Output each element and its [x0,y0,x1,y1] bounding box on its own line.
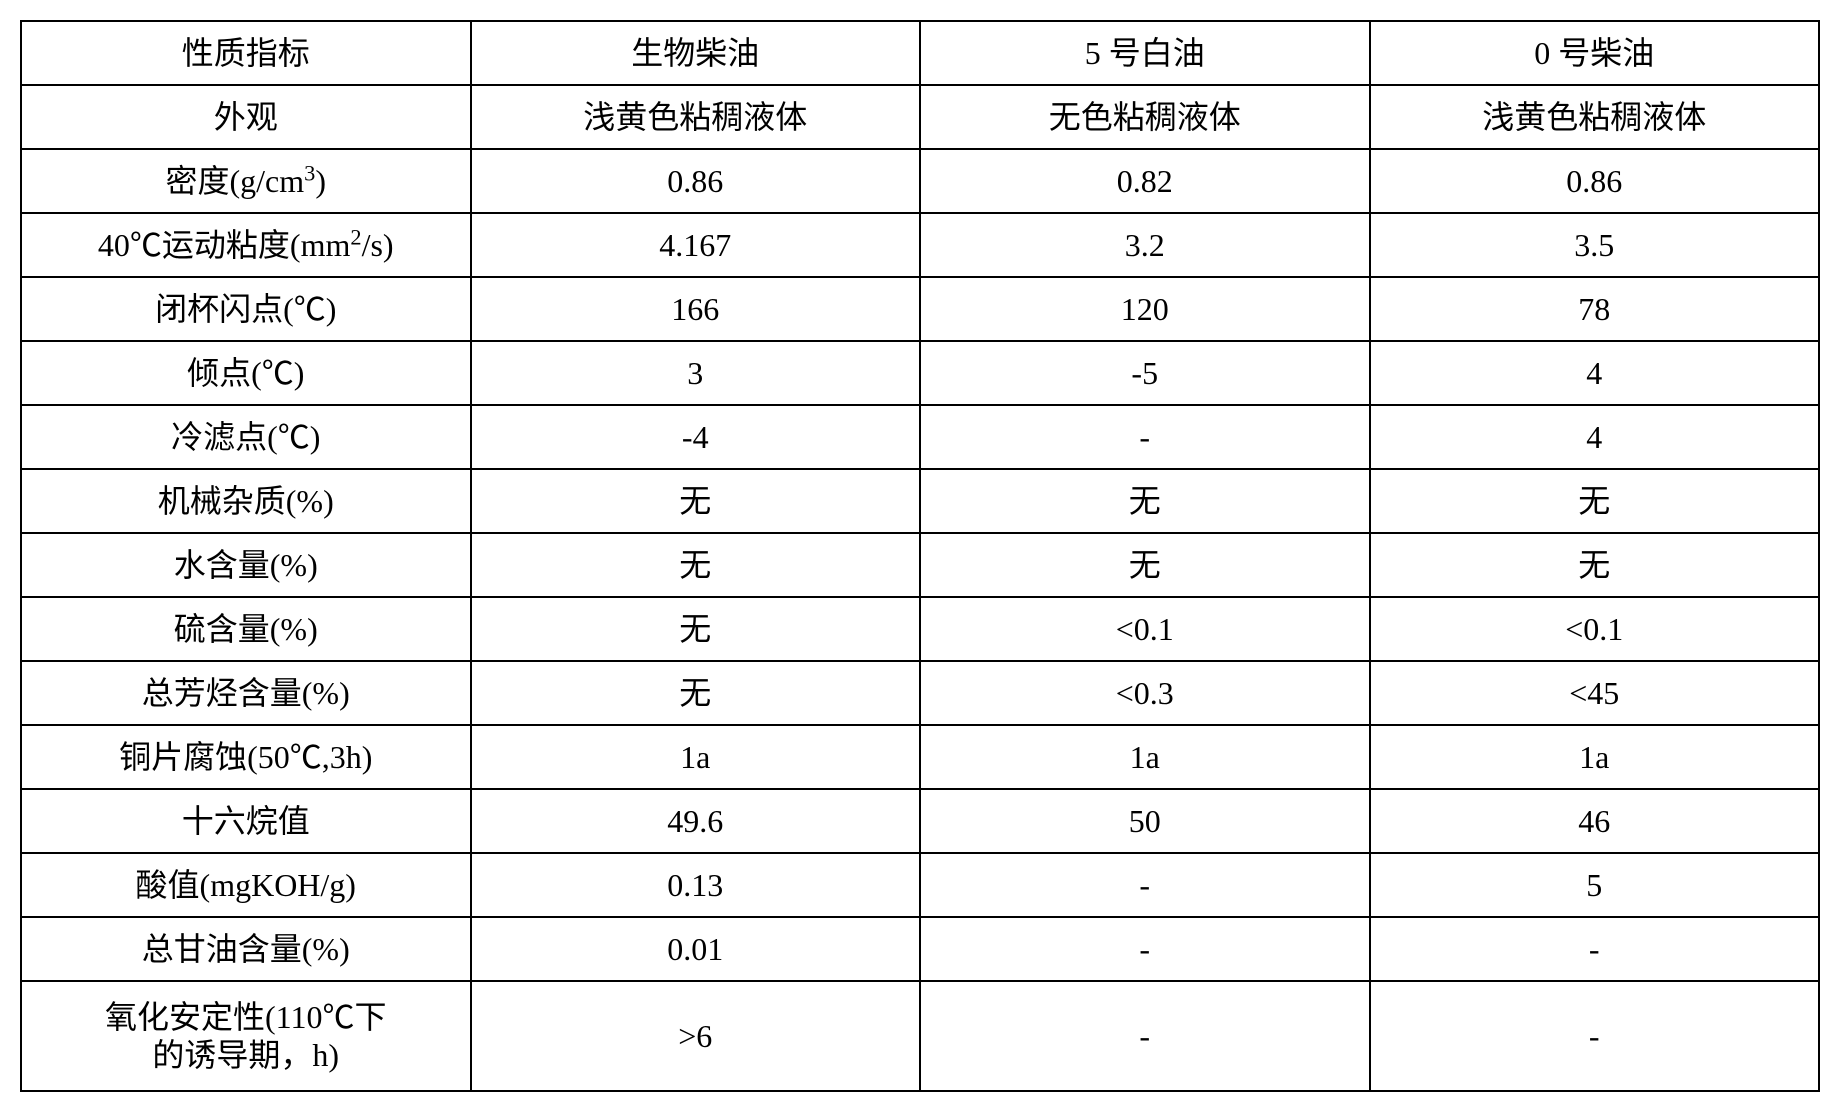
col-header-diesel-0: 0 号柴油 [1370,21,1820,85]
cell-oil5: 无 [920,533,1370,597]
table-row: 酸值(mgKOH/g)0.13-5 [21,853,1819,917]
property-label: 机械杂质(%) [21,469,471,533]
cell-oil5: <0.3 [920,661,1370,725]
property-label: 总甘油含量(%) [21,917,471,981]
table-row: 密度(g/cm3)0.860.820.86 [21,149,1819,213]
col-header-white-oil-5: 5 号白油 [920,21,1370,85]
col-header-property: 性质指标 [21,21,471,85]
cell-bio: 1a [471,725,921,789]
property-label: 闭杯闪点(℃) [21,277,471,341]
cell-bio: -4 [471,405,921,469]
table-row: 氧化安定性(110℃下的诱导期，h)>6-- [21,981,1819,1091]
table-row: 外观浅黄色粘稠液体无色粘稠液体浅黄色粘稠液体 [21,85,1819,149]
table-row: 机械杂质(%)无无无 [21,469,1819,533]
cell-oil0: - [1370,981,1820,1091]
cell-oil0: 无 [1370,533,1820,597]
cell-oil0: <45 [1370,661,1820,725]
property-label: 铜片腐蚀(50℃,3h) [21,725,471,789]
cell-oil0: <0.1 [1370,597,1820,661]
table-row: 铜片腐蚀(50℃,3h)1a1a1a [21,725,1819,789]
cell-oil0: 4 [1370,341,1820,405]
property-label: 冷滤点(℃) [21,405,471,469]
cell-oil0: 78 [1370,277,1820,341]
table-row: 硫含量(%)无<0.1<0.1 [21,597,1819,661]
table-row: 倾点(℃)3-54 [21,341,1819,405]
property-label: 十六烷值 [21,789,471,853]
col-header-biodiesel: 生物柴油 [471,21,921,85]
table-row: 总甘油含量(%)0.01-- [21,917,1819,981]
property-label: 密度(g/cm3) [21,149,471,213]
table-row: 总芳烃含量(%)无<0.3<45 [21,661,1819,725]
cell-oil0: 5 [1370,853,1820,917]
cell-bio: 0.86 [471,149,921,213]
cell-bio: 浅黄色粘稠液体 [471,85,921,149]
cell-oil5: 无色粘稠液体 [920,85,1370,149]
property-label: 氧化安定性(110℃下的诱导期，h) [21,981,471,1091]
cell-oil0: 46 [1370,789,1820,853]
cell-oil5: <0.1 [920,597,1370,661]
property-label: 40℃运动粘度(mm2/s) [21,213,471,277]
cell-oil5: -5 [920,341,1370,405]
table-row: 闭杯闪点(℃)16612078 [21,277,1819,341]
table-header-row: 性质指标 生物柴油 5 号白油 0 号柴油 [21,21,1819,85]
cell-bio: 3 [471,341,921,405]
cell-bio: 无 [471,469,921,533]
cell-oil5: 0.82 [920,149,1370,213]
properties-table: 性质指标 生物柴油 5 号白油 0 号柴油 外观浅黄色粘稠液体无色粘稠液体浅黄色… [20,20,1820,1092]
property-label: 总芳烃含量(%) [21,661,471,725]
cell-oil0: 1a [1370,725,1820,789]
cell-bio: 0.13 [471,853,921,917]
cell-oil0: 4 [1370,405,1820,469]
cell-bio: 无 [471,533,921,597]
table-row: 冷滤点(℃)-4-4 [21,405,1819,469]
cell-oil5: 无 [920,469,1370,533]
cell-oil5: 120 [920,277,1370,341]
table-row: 水含量(%)无无无 [21,533,1819,597]
cell-oil0: - [1370,917,1820,981]
cell-bio: 4.167 [471,213,921,277]
cell-oil0: 0.86 [1370,149,1820,213]
cell-oil5: - [920,917,1370,981]
table-body: 性质指标 生物柴油 5 号白油 0 号柴油 外观浅黄色粘稠液体无色粘稠液体浅黄色… [21,21,1819,1091]
cell-oil5: - [920,853,1370,917]
property-label: 倾点(℃) [21,341,471,405]
cell-bio: 0.01 [471,917,921,981]
cell-oil0: 3.5 [1370,213,1820,277]
property-label: 水含量(%) [21,533,471,597]
cell-bio: >6 [471,981,921,1091]
cell-oil5: - [920,981,1370,1091]
cell-bio: 166 [471,277,921,341]
table-row: 40℃运动粘度(mm2/s)4.1673.23.5 [21,213,1819,277]
cell-bio: 49.6 [471,789,921,853]
cell-bio: 无 [471,661,921,725]
cell-oil5: 50 [920,789,1370,853]
property-label: 酸值(mgKOH/g) [21,853,471,917]
cell-oil0: 浅黄色粘稠液体 [1370,85,1820,149]
cell-oil5: 3.2 [920,213,1370,277]
cell-oil5: 1a [920,725,1370,789]
cell-oil0: 无 [1370,469,1820,533]
property-label: 外观 [21,85,471,149]
cell-bio: 无 [471,597,921,661]
cell-oil5: - [920,405,1370,469]
table-row: 十六烷值49.65046 [21,789,1819,853]
property-label: 硫含量(%) [21,597,471,661]
